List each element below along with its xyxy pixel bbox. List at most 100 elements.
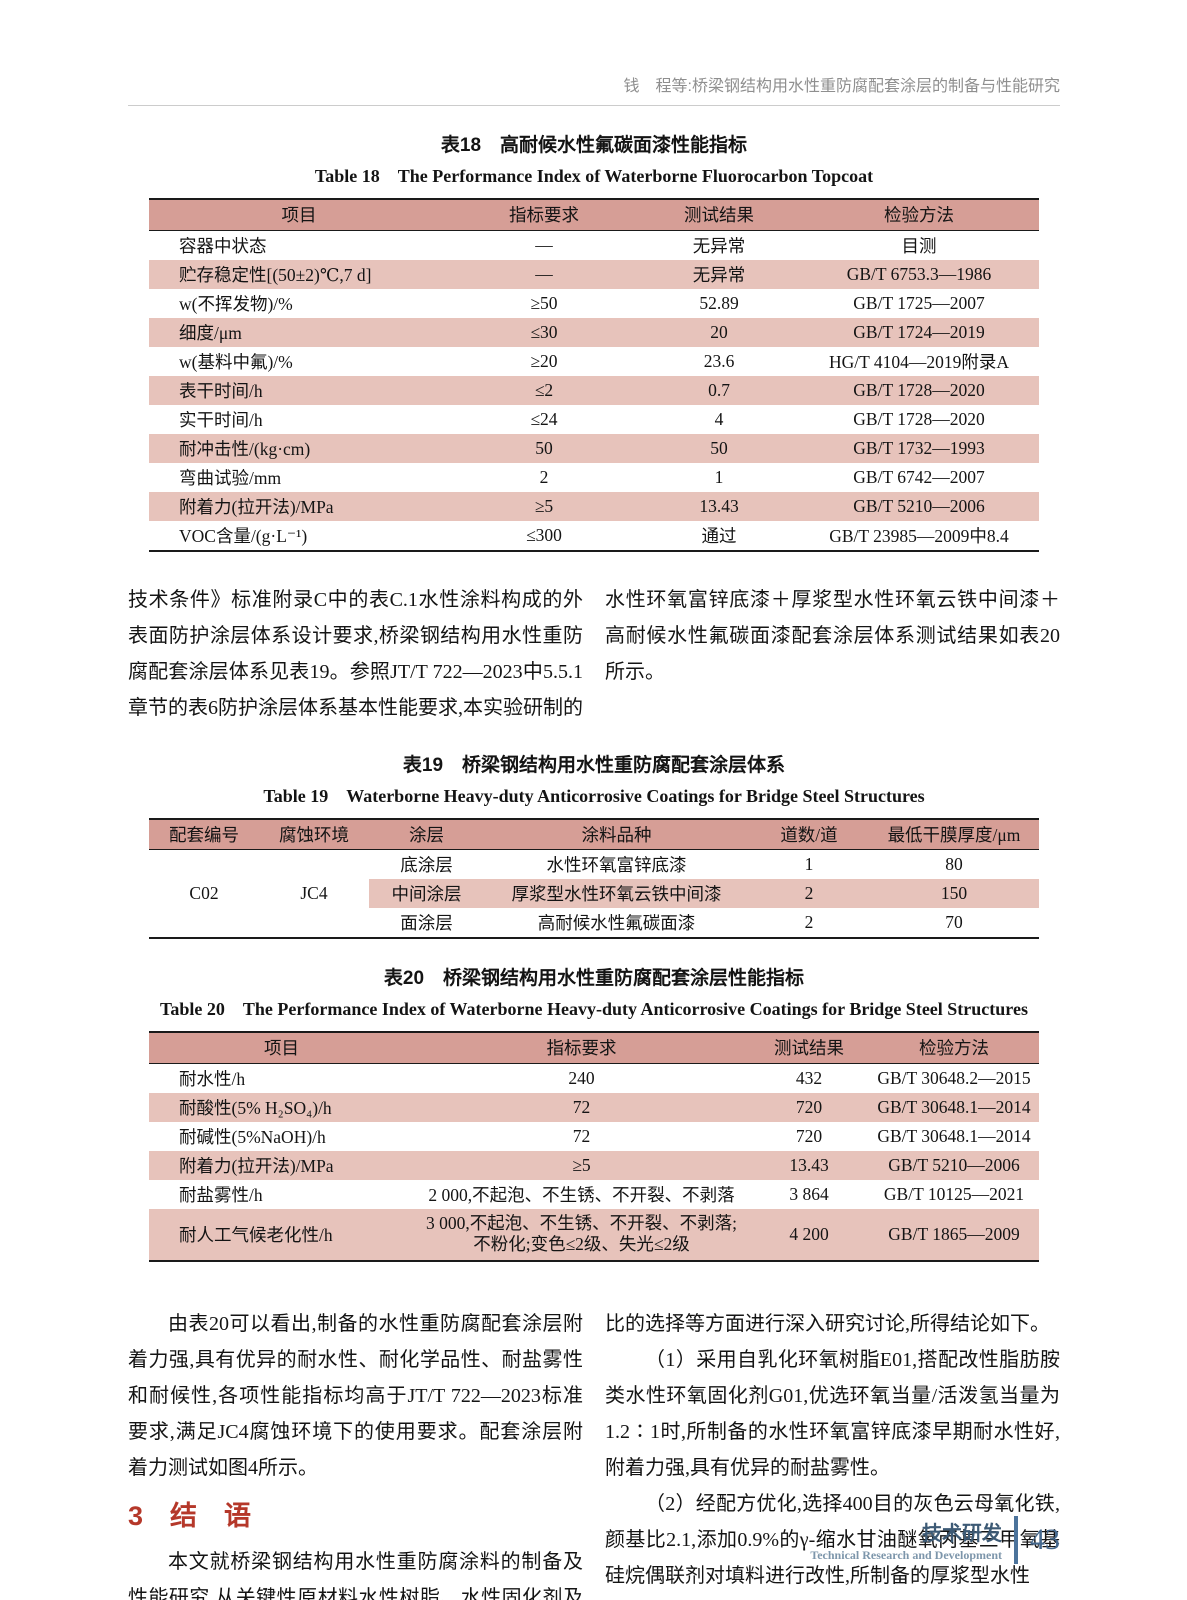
cell: 72 [572, 1125, 591, 1146]
cell: ≤24 [530, 408, 558, 429]
table-row: 中间涂层 厚浆型水性环氧云铁中间漆 2 150 [149, 879, 1039, 908]
table18-caption-zh: 表18 高耐候水性氟碳面漆性能指标 [440, 135, 748, 156]
bottom-text-block: 由表20可以看出,制备的水性重防腐配套涂层附着力强,具有优异的耐水性、耐化学品性… [128, 1306, 1060, 1600]
cell: 面涂层 [400, 913, 453, 933]
cell: 720 [795, 1125, 823, 1146]
table19-header-row: 配套编号 腐蚀环境 涂层 涂料品种 道数/道 最低干膜厚度/μm [149, 818, 1039, 850]
cell-system-code: C02 [189, 883, 219, 903]
cell: GB/T 30648.1—2014 [877, 1096, 1031, 1117]
cell: GB/T 30648.1—2014 [877, 1125, 1031, 1146]
cell: 3 864 [789, 1183, 829, 1204]
column-header: 最低干膜厚度/μm [887, 824, 1021, 845]
table-row: 耐冲击性/(kg·cm) 50 50 GB/T 1732—1993 [149, 433, 1039, 463]
section-heading: 3 结 语 [128, 1501, 252, 1532]
cell: GB/T 1725—2007 [853, 292, 985, 313]
cell: VOC含量/(g·L⁻¹) [179, 525, 308, 546]
cell: GB/T 6742—2007 [853, 466, 985, 487]
mid-right-paragraph: 水性环氧富锌底漆＋厚浆型水性环氧云铁中间漆＋高耐候水性氟碳面漆配套涂层体系测试结… [605, 588, 1060, 683]
cell: 无异常 [692, 235, 746, 256]
cell: 附着力(拉开法)/MPa [179, 1155, 334, 1176]
cell: GB/T 1728—2020 [853, 379, 985, 400]
conclusion-continued-paragraph: 比的选择等方面进行深入研究讨论,所得结论如下。 [605, 1313, 1050, 1336]
cell: 1 [714, 466, 724, 487]
table18-caption-en: Table 18 The Performance Index of Waterb… [314, 166, 874, 186]
table-row: 附着力(拉开法)/MPa ≥5 13.43 GB/T 5210—2006 [149, 491, 1039, 521]
footer-section-zh: 技术研发 [922, 1523, 1002, 1545]
table-row: 耐水性/h 240 432 GB/T 30648.2—2015 [149, 1063, 1039, 1093]
cell-corrosion-env: JC4 [300, 883, 328, 903]
column-header: 指标要求 [546, 1038, 617, 1059]
cell: 细度/μm [179, 322, 242, 343]
cell: 4 200 [789, 1223, 829, 1244]
column-header: 测试结果 [684, 205, 754, 226]
table20: 项目 指标要求 测试结果 检验方法 耐水性/h 240 432 GB/T 30648.… [149, 1031, 1039, 1263]
cell: 0.7 [708, 379, 730, 400]
running-head: 钱 程等:桥梁钢结构用水性重防腐配套涂层的制备与性能研究 [128, 72, 1060, 106]
cell: 耐冲击性/(kg·cm) [179, 438, 311, 459]
table-row: 表干时间/h ≤2 0.7 GB/T 1728—2020 [149, 375, 1039, 405]
conclusion-item-2: （2）经配方优化,选择400目的灰色云母氧化铁,颜基比2.1,添加0.9%的γ-… [605, 1493, 1060, 1588]
cell: w(不挥发物)/% [179, 293, 293, 314]
cell: 高耐候水性氟碳面漆 [537, 913, 696, 933]
cell: GB/T 5210—2006 [853, 495, 985, 516]
cell: 附着力(拉开法)/MPa [179, 496, 334, 517]
column-header: 指标要求 [509, 205, 579, 226]
column-header: 道数/道 [780, 824, 838, 845]
table20-caption-en: Table 20 The Performance Index of Waterb… [160, 999, 1028, 1019]
cell: 贮存稳定性[(50±2)℃,7 d] [179, 264, 372, 285]
cell: ≤2 [534, 379, 554, 400]
cell: 72 [572, 1096, 591, 1117]
cell: 无异常 [692, 264, 746, 285]
cell: GB/T 6753.3—1986 [846, 263, 992, 284]
table19-caption-zh: 表19 桥梁钢结构用水性重防腐配套涂层体系 [402, 754, 786, 776]
table19-caption-en: Table 19 Waterborne Heavy-duty Anticorro… [263, 785, 925, 806]
conclusion-item-1: （1）采用自乳化环氧树脂E01,搭配改性脂肪胺类水性环氧固化剂G01,优选环氧当… [605, 1349, 1060, 1480]
page-number: 43 [1030, 1523, 1060, 1556]
cell: GB/T 1732—1993 [853, 437, 985, 458]
column-header: 项目 [264, 1038, 299, 1059]
cell: 240 [568, 1067, 595, 1088]
cell: 2 [749, 879, 869, 908]
cell: 水性环氧富锌底漆 [546, 855, 687, 875]
table20-caption-zh: 表20 桥梁钢结构用水性重防腐配套涂层性能指标 [383, 968, 805, 989]
footer-section-en: Technical Research and Development [810, 1548, 1002, 1562]
cell: 厚浆型水性环氧云铁中间漆 [484, 879, 749, 908]
cell: GB/T 10125—2021 [883, 1183, 1025, 1204]
cell: 耐人工气候老化性/h [179, 1224, 333, 1245]
cell: ≤300 [526, 524, 562, 545]
cell: GB/T 5210—2006 [888, 1154, 1020, 1175]
table-row: 弯曲试验/mm 2 1 GB/T 6742—2007 [149, 463, 1039, 492]
footer-section-labels: 技术研发 Technical Research and Development [810, 1517, 1002, 1563]
cell: 150 [869, 879, 1039, 908]
cell: 2 000,不起泡、不生锈、不开裂、不剥落 [428, 1184, 735, 1205]
cell: 3 000,不起泡、不生锈、不开裂、不剥落; 不粉化;变色≤2级、失光≤2级 [425, 1212, 738, 1255]
cell: 底涂层 [400, 855, 453, 875]
cell: GB/T 1724—2019 [853, 321, 985, 342]
cell: 弯曲试验/mm [179, 467, 282, 488]
cell: 80 [945, 854, 963, 874]
cell: 耐水性/h [179, 1068, 246, 1089]
cell: 表干时间/h [179, 380, 263, 401]
table-row: 耐盐雾性/h 2 000,不起泡、不生锈、不开裂、不剥落 3 864 GB/T 101… [149, 1180, 1039, 1209]
column-header: 检验方法 [884, 205, 954, 226]
cell: 耐盐雾性/h [179, 1184, 263, 1205]
cell: HG/T 4104—2019附录A [828, 351, 1010, 372]
table-row: VOC含量/(g·L⁻¹) ≤300 通过 GB/T 23985—2009中8.4 [149, 521, 1039, 551]
cell: ≥20 [530, 350, 558, 371]
table18: 项目 指标要求 测试结果 检验方法 容器中状态 — 无异常 目测 贮存稳定性[(50±… [149, 198, 1039, 552]
continuation-note: （下转第53页） [605, 1594, 1060, 1600]
cell: 耐碱性(5%NaOH)/h [179, 1126, 326, 1147]
cell: 容器中状态 [179, 235, 267, 256]
cell: ≥5 [572, 1154, 591, 1175]
page-footer: 技术研发 Technical Research and Development … [810, 1516, 1060, 1564]
cell: ≤30 [530, 321, 558, 342]
table-row: 容器中状态 — 无异常 目测 [149, 230, 1039, 260]
table-row: C02 JC4 底涂层 水性环氧富锌底漆 1 80 [149, 850, 1039, 903]
cell: ≥5 [534, 495, 554, 516]
table19: 配套编号 腐蚀环境 涂层 涂料品种 道数/道 最低干膜厚度/μm C02 JC4… [149, 817, 1039, 939]
column-header: 测试结果 [774, 1038, 844, 1059]
cell: 目测 [901, 235, 937, 256]
table-row: 面涂层 高耐候水性氟碳面漆 2 70 [149, 908, 1039, 938]
table-row: w(基料中氟)/% ≥20 23.6 HG/T 4104—2019附录A [149, 347, 1039, 376]
cell: GB/T 23985—2009中8.4 [829, 525, 1009, 546]
